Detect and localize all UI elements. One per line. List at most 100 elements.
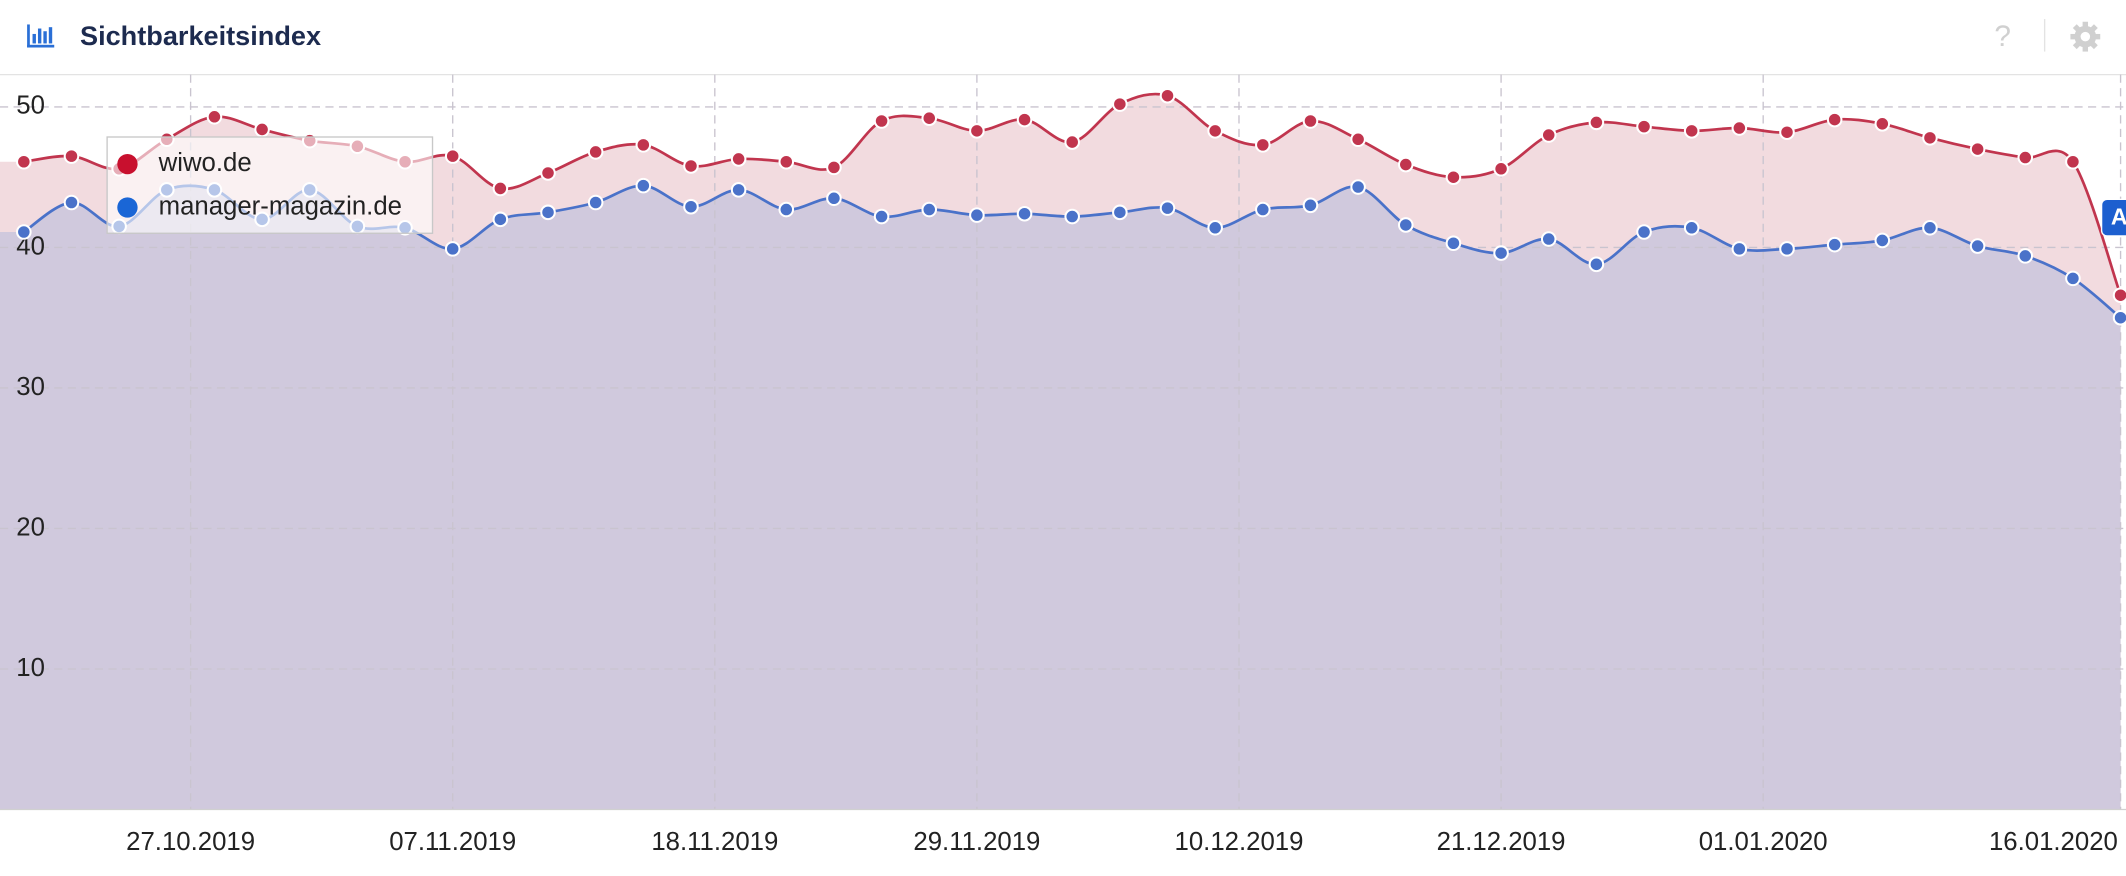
data-point: [1016, 205, 1033, 222]
data-point: [635, 137, 652, 153]
data-point: [1540, 127, 1557, 143]
chart-icon: [27, 24, 55, 48]
data-point: [635, 177, 652, 194]
data-point: [921, 110, 938, 126]
data-point: [254, 121, 270, 138]
data-point: [1731, 241, 1748, 257]
data-point: [921, 201, 938, 218]
legend-label: wiwo.de: [158, 149, 252, 177]
data-point: [1969, 141, 1986, 157]
data-point: [1064, 134, 1080, 150]
data-point: [2017, 149, 2034, 166]
data-point: [778, 153, 795, 170]
data-point: [587, 194, 604, 211]
x-tick-label: 27.10.2019: [126, 828, 255, 856]
y-tick-label: 20: [16, 513, 45, 541]
data-point: [1922, 130, 1938, 146]
data-point: [1922, 219, 1938, 236]
data-point: [206, 108, 223, 125]
data-point: [444, 148, 461, 164]
data-point: [969, 207, 985, 223]
data-point: [1779, 124, 1795, 141]
x-tick-label: 10.12.2019: [1175, 828, 1304, 856]
data-point: [1969, 238, 1986, 254]
x-tick-label: 01.01.2020: [1699, 828, 1828, 856]
data-point: [1874, 116, 1891, 132]
header-bar: [0, 0, 2126, 75]
data-point: [683, 158, 699, 174]
data-point: [1588, 256, 1605, 273]
data-point: [730, 182, 747, 198]
legend-box: [106, 136, 434, 234]
x-tick-label: 21.12.2019: [1437, 828, 1566, 856]
data-point: [1540, 231, 1557, 247]
y-tick-label: 30: [16, 373, 45, 401]
data-point: [1445, 169, 1462, 185]
data-point: [1683, 123, 1700, 139]
data-point: [16, 153, 32, 170]
data-point: [1779, 241, 1795, 257]
data-point: [1731, 120, 1748, 136]
x-tick-label: 29.11.2019: [913, 828, 1040, 856]
data-point: [1064, 208, 1080, 225]
data-point: [1207, 123, 1223, 139]
x-tick-label: 18.11.2019: [651, 828, 778, 856]
data-point: [1112, 204, 1128, 221]
data-point: [1207, 219, 1223, 236]
data-point: [63, 194, 80, 211]
data-point: [1874, 232, 1891, 249]
area: [0, 185, 2121, 810]
data-point: [1826, 236, 1843, 253]
data-point: [1588, 114, 1605, 131]
data-point: [1159, 87, 1176, 104]
data-point: [2112, 287, 2126, 304]
data-point: [778, 201, 795, 218]
y-tick-label: 50: [16, 92, 45, 120]
data-point: [1016, 111, 1033, 128]
data-point: [1636, 118, 1652, 135]
data-point: [1159, 200, 1176, 216]
data-point: [1445, 235, 1462, 252]
header-title: Sichtbarkeitsindex: [80, 20, 321, 51]
data-point: [1826, 111, 1843, 128]
y-tick-label: 10: [16, 654, 45, 682]
data-point: [1255, 201, 1271, 218]
settings-button[interactable]: [2070, 21, 2101, 52]
x-tick-label: 07.11.2019: [389, 828, 516, 856]
annotation-flag: [2100, 198, 2126, 237]
data-point: [2065, 270, 2081, 287]
data-point: [492, 211, 509, 228]
data-point: [16, 224, 32, 240]
data-point: [63, 148, 80, 164]
data-point: [492, 180, 509, 197]
data-point: [683, 198, 699, 215]
x-tick-label: 16.01.2020: [1989, 828, 2118, 856]
data-point: [969, 123, 985, 139]
data-point: [1112, 96, 1128, 112]
data-point: [1302, 197, 1319, 214]
data-point: [1255, 137, 1271, 153]
data-point: [444, 241, 461, 257]
data-point: [540, 204, 556, 221]
data-point: [1350, 179, 1366, 195]
data-point: [2112, 309, 2126, 326]
help-button[interactable]: ?: [1994, 20, 2011, 53]
data-point: [1493, 160, 1509, 177]
data-point: [1636, 224, 1652, 240]
data-point: [1302, 113, 1319, 129]
data-point: [1397, 217, 1414, 233]
legend-marker: [117, 153, 138, 175]
data-point: [1350, 131, 1366, 148]
legend-label: manager-magazin.de: [159, 192, 402, 220]
data-point: [1683, 219, 1700, 236]
data-point: [826, 190, 842, 207]
data-point: [1397, 156, 1414, 173]
data-point: [873, 113, 890, 129]
data-point: [873, 208, 890, 225]
data-point: [540, 165, 556, 181]
data-point: [587, 144, 604, 160]
legend-marker: [117, 197, 138, 218]
data-point: [730, 151, 747, 167]
data-point: [1493, 245, 1509, 261]
